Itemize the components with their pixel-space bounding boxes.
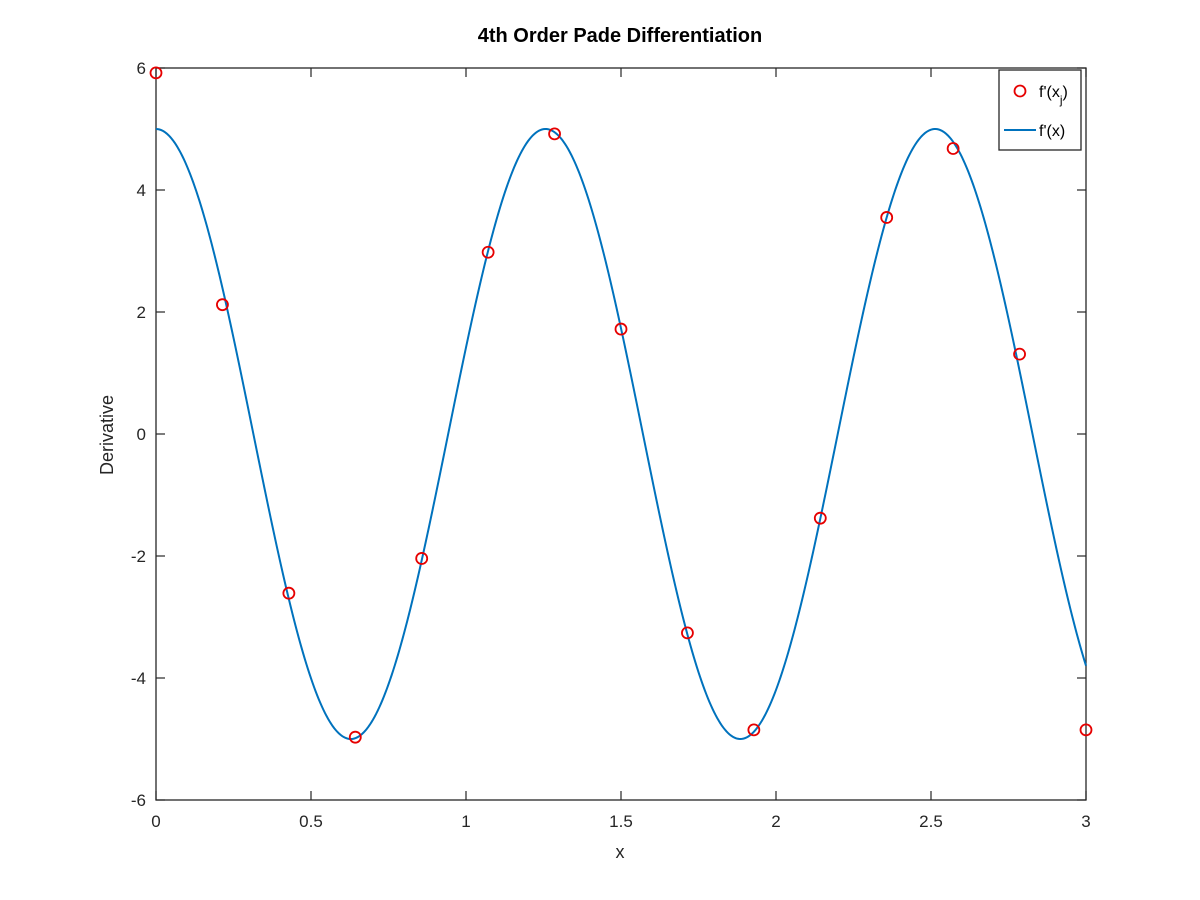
data-point-marker [216,298,229,312]
x-tick-label: 3 [1081,812,1090,831]
x-axis-label: x [616,842,625,862]
legend-points-subscript: j [1059,93,1063,107]
data-point-marker [348,730,362,744]
data-point-marker [681,626,694,640]
chart-title: 4th Order Pade Differentiation [478,25,763,47]
y-axis-label: Derivative [97,395,117,475]
y-tick-label: -6 [131,791,146,810]
x-tick-label: 2.5 [919,812,943,831]
data-point-marker [614,322,628,336]
legend: f'(xj) f'(x) [998,69,1082,151]
x-tick-label: 0.5 [299,812,323,831]
data-point-marker [1079,723,1093,737]
legend-points-close: ) [1063,84,1068,101]
axes-box [155,67,1087,801]
data-point-marker [880,211,894,224]
y-tick-label: 4 [137,181,146,200]
data-point-marker [548,127,561,141]
data-point-marker [415,552,429,565]
data-point-marker [946,142,960,155]
data-point-marker [481,245,495,259]
y-tick-label: -2 [131,547,146,566]
legend-marker-points [1013,84,1027,98]
data-point-marker [1013,347,1026,361]
data-point-marker [813,511,827,525]
legend-label-points: f'(xj) [1039,84,1068,107]
data-point-marker [747,723,761,737]
data-point-marker [282,586,296,600]
data-point-marker [149,66,163,80]
x-tick-label: 1 [461,812,470,831]
y-tick-label: 2 [137,303,146,322]
y-tick-label: -4 [131,669,146,688]
plot-area: 0 0.5 1 1.5 2 2.5 3 -6 -4 -2 0 2 4 6 [131,59,1093,831]
y-tick-label: 6 [137,59,146,78]
legend-label-line: f'(x) [1039,123,1065,140]
legend-points-main: f'(x [1039,84,1060,101]
x-tick-label: 1.5 [609,812,633,831]
x-tick-label: 2 [771,812,780,831]
y-tick-label: 0 [137,425,146,444]
x-tick-label: 0 [151,812,160,831]
legend-box [998,69,1082,151]
series-line-derivative [155,128,1087,741]
